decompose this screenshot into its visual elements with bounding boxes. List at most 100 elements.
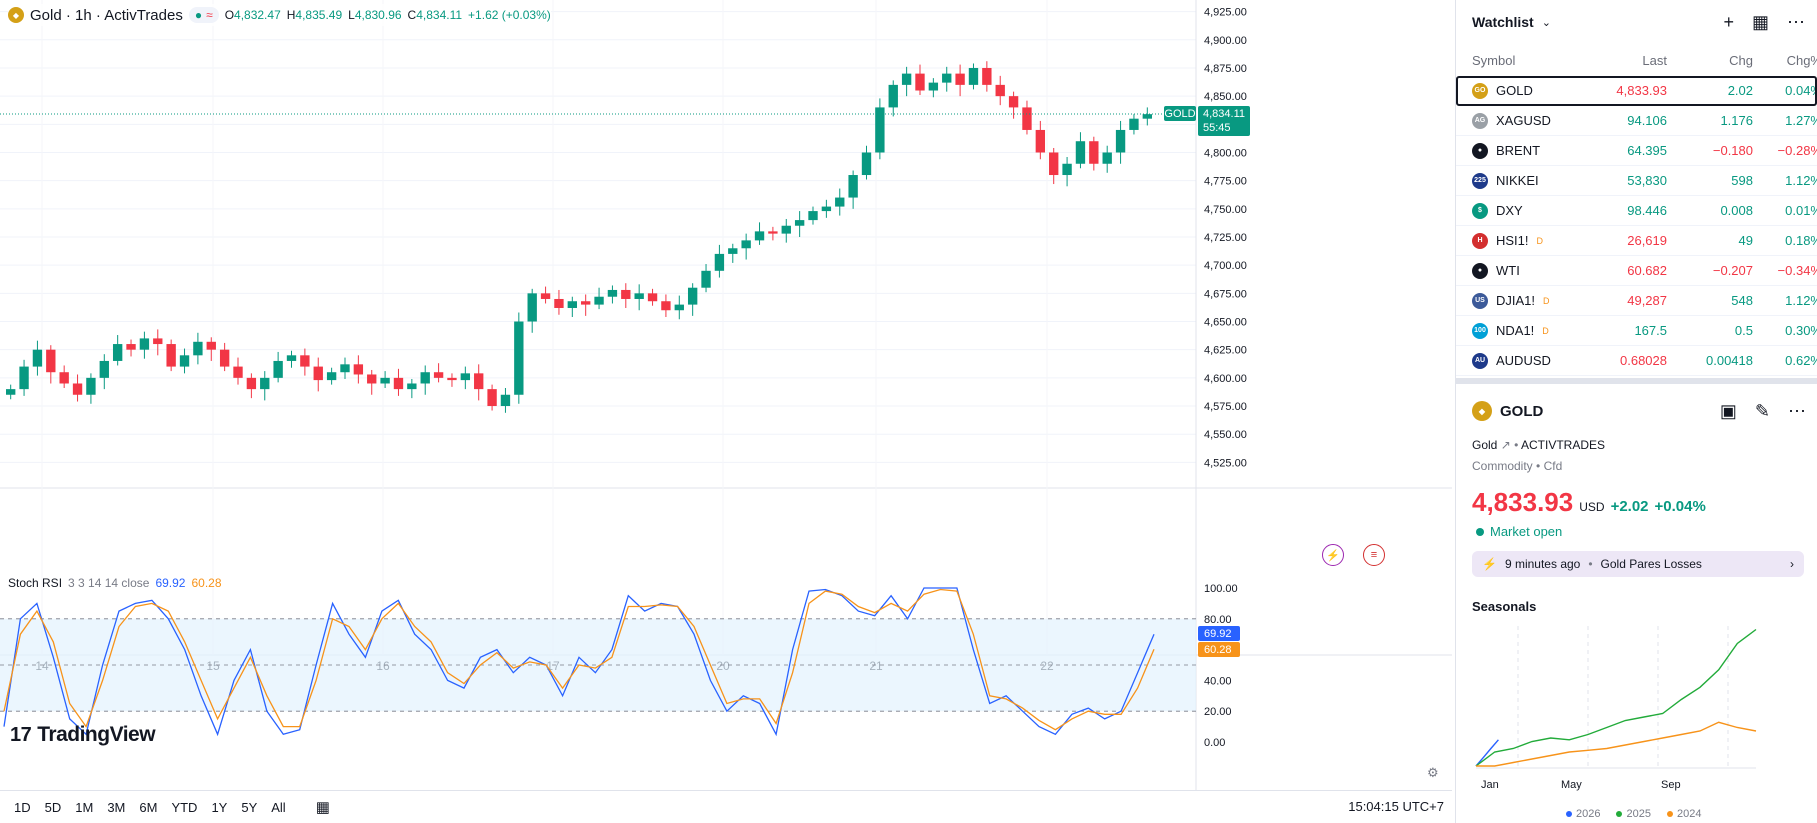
watchlist-title[interactable]: Watchlist ⌄ [1472,14,1723,30]
candle-body [300,355,310,367]
change: −0.180 [1712,143,1753,158]
stoch-axis-label: 100.00 [1204,583,1238,595]
watchlist-row[interactable]: GO GOLD 4,833.93 2.02 0.04% [1456,76,1817,106]
symbol-logo-icon: ● [1472,262,1488,279]
grid-icon[interactable]: ▣ [1719,400,1737,421]
candle-body [794,220,805,226]
candle-body [1022,107,1032,130]
watchlist-row[interactable]: AG XAGUSD 94.106 1.176 1.27% [1456,106,1817,136]
col-symbol[interactable]: Symbol [1472,52,1516,68]
news-banner[interactable]: ⚡ 9 minutes ago • Gold Pares Losses › [1472,551,1804,577]
watchlist-row[interactable]: ● BRENT 64.395 −0.180 −0.28% [1456,136,1817,166]
col-chg[interactable]: Chg [1729,52,1753,68]
watchlist-symbol: 225 NIKKEI [1472,172,1587,189]
clock[interactable]: 15:04:15 UTC+7 [1348,799,1444,814]
candle-body [46,349,56,373]
watchlist-row[interactable]: H HSI1! D 26,619 49 0.18% [1456,226,1817,256]
watchlist-row[interactable]: AU AUDUSD 0.68028 0.00418 0.62% [1456,346,1817,376]
detail-symbol[interactable]: GOLD [1500,402,1544,420]
legend-2024[interactable]: 2024 [1666,808,1701,820]
more-icon[interactable]: ⋯ [1788,400,1806,421]
stoch-legend[interactable]: Stoch RSI 3 3 14 14 close 69.92 60.28 [8,576,222,590]
watchlist-columns: Symbol Last Chg Chg% [1456,44,1817,76]
symbol-name: NDA1! [1496,323,1535,338]
add-symbol-icon[interactable]: + [1723,11,1734,32]
market-status: Market open [1456,524,1817,539]
range-5y[interactable]: 5Y [241,799,258,815]
watchlist-row[interactable]: 100 NDA1! D 167.5 0.5 0.30% [1456,316,1817,346]
candle-body [219,349,230,367]
detail-category: Commodity [1472,459,1533,473]
range-1y[interactable]: 1Y [211,799,228,815]
candle-body [928,82,939,91]
change: 0.5 [1734,323,1753,338]
price-axis-label: 4,550.00 [1204,429,1247,441]
legend-2026[interactable]: 2026 [1566,808,1600,820]
range-3m[interactable]: 3M [107,799,126,815]
last-price: 64.395 [1627,143,1667,158]
price-axis-label: 4,925.00 [1204,7,1247,19]
edit-icon[interactable]: ✎ [1754,400,1770,421]
range-1m[interactable]: 1M [75,799,94,815]
change: 598 [1731,173,1753,188]
watchlist-row[interactable]: $ DXY 98.446 0.008 0.01% [1456,196,1817,226]
table-view-icon[interactable]: ▦ [1751,11,1769,32]
symbol-name: HSI1! [1496,233,1529,248]
detail-header: ◆ GOLD ▣ ✎ ⋯ [1456,384,1817,438]
chart-pane[interactable]: 4,925.004,900.004,875.004,850.004,825.00… [0,0,1452,823]
price-chart[interactable]: 4,925.004,900.004,875.004,850.004,825.00… [0,0,1452,790]
price-axis-label: 4,600.00 [1204,373,1247,385]
status-pill[interactable]: ● ≈ [188,7,219,23]
seasonal-x-label: May [1561,779,1582,791]
candle-body [728,248,738,254]
stoch-axis-label: 40.00 [1204,675,1232,687]
candle-body [687,287,698,305]
tv-mark-icon: 17 [10,723,32,746]
watchlist-row[interactable]: ● WTI 60.682 −0.207 −0.34% [1456,256,1817,286]
stoch-axis-label: 20.00 [1204,706,1232,718]
stoch-band [0,618,1196,712]
range-6m[interactable]: 6M [139,799,158,815]
price-axis-label: 4,700.00 [1204,260,1247,272]
range-1d[interactable]: 1D [14,799,31,815]
symbol-detail: ◆ GOLD ▣ ✎ ⋯ Gold ↗ • ACTIVTRADES Commod… [1456,378,1817,820]
candle-body [59,372,69,384]
gold-symbol-icon: ◆ [8,7,24,23]
change: 0.008 [1720,203,1753,218]
external-link-icon[interactable]: ↗ [1500,438,1511,452]
range-all[interactable]: All [271,799,286,815]
seasonals-chart[interactable]: Jan May Sep [1466,616,1796,808]
calendar-icon[interactable]: ▦ [315,799,330,816]
seasonal-x-label: Jan [1481,779,1499,791]
price-axis-label: 4,675.00 [1204,288,1247,300]
lightning-icon[interactable]: ⚡ [1322,544,1344,566]
col-last[interactable]: Last [1642,52,1667,68]
candle-body [460,373,471,381]
seasonals-title[interactable]: Seasonals [1472,599,1537,614]
symbol-logo-icon: 100 [1472,322,1488,339]
more-icon[interactable]: ⋯ [1787,11,1805,32]
symbol-name: WTI [1496,263,1520,278]
watchlist-row[interactable]: US DJIA1! D 49,287 548 1.12% [1456,286,1817,316]
detail-change-pct: +0.04% [1654,498,1706,515]
candle-body [286,355,297,361]
l-value: 4,830.96 [354,8,402,22]
detail-name[interactable]: Gold [1472,438,1498,452]
candle-body [206,341,216,350]
us-flag-icon[interactable]: ≡ [1363,544,1385,566]
legend-2025[interactable]: 2025 [1616,808,1651,820]
price-axis-label: 4,750.00 [1204,204,1247,216]
candle-body [714,253,725,271]
range-ytd[interactable]: YTD [171,799,198,815]
symbol-logo-icon: US [1472,292,1488,309]
candle-body [634,293,644,299]
col-chg-pct[interactable]: Chg% [1786,52,1817,68]
range-5d[interactable]: 5D [44,799,62,815]
price-axis-label: 4,875.00 [1204,63,1247,75]
tradingview-logo[interactable]: 17 TradingView [10,723,156,747]
chart-title[interactable]: Gold · 1h · ActivTrades [30,6,183,24]
change-pct: 1.12% [1785,173,1817,188]
seasonal-x-label: Sep [1661,779,1681,791]
change-pct: −0.34% [1777,263,1817,278]
watchlist-row[interactable]: 225 NIKKEI 53,830 598 1.12% [1456,166,1817,196]
